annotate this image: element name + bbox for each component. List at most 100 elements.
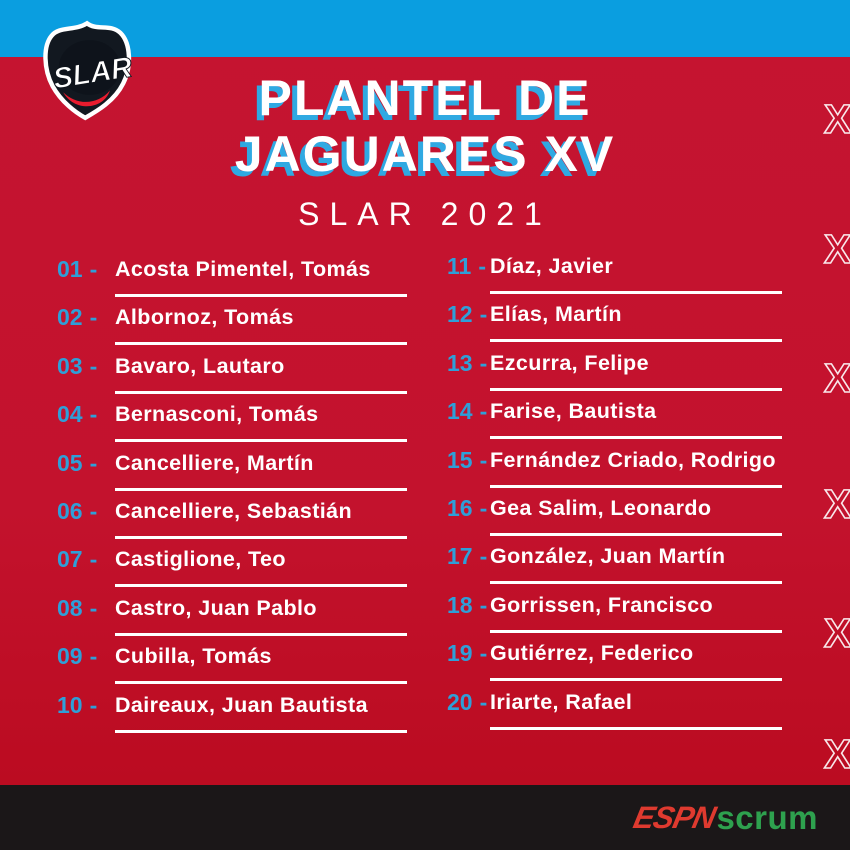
player-name: Gutiérrez, Federico [490,641,694,666]
underline [115,584,407,588]
player-name: Ezcurra, Felipe [490,350,649,375]
x-decoration-icon: X [823,96,850,142]
roster-row: 07- Castiglione, Teo [57,546,422,594]
underline [115,729,407,733]
player-name: González, Juan Martín [490,544,726,569]
title-block: PLANTEL DE JAGUARES XV SLAR 2021 [0,70,850,233]
player-number-text: 13 [447,349,473,376]
number-dash: - [89,449,98,476]
player-number-text: 08 [57,594,83,621]
roster-row: 17- González, Juan Martín [447,543,812,591]
number-dash: - [89,256,98,282]
player-number: 10- [57,692,115,718]
x-glyph: X [824,610,850,656]
roster-row: 16- Gea Salim, Leonardo [447,495,812,543]
player-number-text: 07 [57,546,83,573]
underline [490,726,782,730]
number-dash: - [89,401,98,428]
roster-column-left: 01- Acosta Pimentel, Tomás 02- Albornoz, T… [57,256,422,740]
player-number-text: 14 [447,398,473,425]
roster-row: 19- Gutiérrez, Federico [447,640,812,688]
player-number-text: 03 [57,352,83,379]
page-title-line1: PLANTEL DE [258,70,592,126]
roster-row: 05- Cancelliere, Martín [57,450,422,498]
number-dash: - [479,591,488,618]
number-dash: - [479,688,488,715]
x-glyph: X [824,481,850,527]
player-name: Cancelliere, Sebastián [115,498,353,523]
underline [490,291,782,294]
number-dash: - [89,497,98,524]
player-number: 11- [447,253,490,279]
player-name: Cancelliere, Martín [115,450,314,475]
slar-logo: SLAR [43,20,135,121]
player-number: 13- [447,350,490,376]
underline [490,339,782,343]
number-dash: - [479,494,488,521]
player-number: 01- [57,256,115,282]
player-number-text: 02 [57,304,83,331]
number-dash: - [89,691,98,718]
player-number: 20- [447,689,490,715]
roster-row: 08- Castro, Juan Pablo [57,595,422,643]
player-number: 16- [447,495,490,521]
underline [490,532,782,536]
player-number: 04- [57,401,115,427]
player-number: 15- [447,447,490,473]
number-dash: - [89,352,98,379]
player-number: 18- [447,592,490,618]
roster-row: 12- Elías, Martín [447,301,812,349]
roster-row: 02- Albornoz, Tomás [57,304,422,352]
player-name: Bavaro, Lautaro [115,353,285,378]
underline [490,387,782,391]
roster-column-right: 11- Díaz, Javier 12- Elías, Martín 13- Ezcu… [447,253,812,737]
player-number-text: 15 [447,446,473,473]
player-number: 09- [57,643,115,669]
underline [490,436,782,440]
number-dash: - [479,446,488,473]
player-name: Cubilla, Tomás [115,644,272,669]
player-name: Gea Salim, Leonardo [490,495,712,520]
roster-row: 18- Gorrissen, Francisco [447,592,812,640]
player-number-text: 17 [447,543,473,570]
player-number-text: 04 [57,401,83,428]
player-number: 12- [447,301,490,327]
player-number: 07- [57,546,115,572]
page-subtitle: SLAR 2021 [298,196,552,232]
top-bar [0,0,850,57]
roster-row: 03- Bavaro, Lautaro [57,353,422,401]
underline [490,678,782,682]
underline [115,487,407,491]
player-name: Castiglione, Teo [115,547,286,572]
roster-row: 10- Daireaux, Juan Bautista [57,692,422,740]
player-number-text: 09 [57,643,83,670]
player-number: 17- [447,543,490,569]
roster-row: 11- Díaz, Javier [447,253,812,301]
player-number-text: 10 [57,691,83,718]
player-name: Bernasconi, Tomás [115,402,319,427]
player-name: Castro, Juan Pablo [115,595,317,620]
player-name: Díaz, Javier [490,254,614,278]
x-decoration-icon: X [823,355,850,401]
player-name: Daireaux, Juan Bautista [115,692,368,717]
number-dash: - [89,643,98,670]
roster-row: 06- Cancelliere, Sebastián [57,498,422,546]
number-dash: - [479,640,488,667]
number-dash: - [89,594,98,621]
player-number: 02- [57,304,115,330]
underline [115,439,407,443]
player-number: 03- [57,353,115,379]
number-dash: - [479,398,488,425]
player-name: Fernández Criado, Rodrigo [490,447,776,472]
player-name: Acosta Pimentel, Tomás [115,257,371,281]
player-name: Gorrissen, Francisco [490,592,714,617]
x-decoration-icon: X [823,481,850,527]
number-dash: - [479,543,488,570]
underline [115,535,407,539]
player-number-text: 06 [57,497,83,524]
player-number: 14- [447,398,490,424]
roster-row: 01- Acosta Pimentel, Tomás [57,256,422,304]
player-number-text: 05 [57,449,83,476]
underline [115,342,407,346]
